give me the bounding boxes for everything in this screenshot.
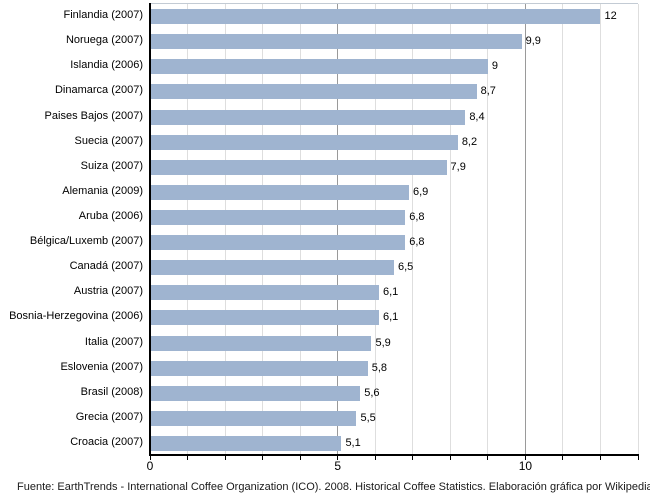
bar	[150, 260, 394, 276]
bar-value-label: 9,9	[525, 35, 541, 48]
x-axis-line	[149, 454, 639, 456]
bar	[150, 360, 368, 376]
bar	[150, 435, 342, 451]
category-label: Suecia (2007)	[74, 134, 144, 147]
bar	[150, 235, 406, 251]
bar-value-label: 8,4	[469, 110, 485, 123]
bar-value-label: 5,6	[364, 386, 380, 399]
minor-gridline	[599, 4, 601, 455]
x-axis-tick-label: 0	[146, 459, 154, 473]
bar-value-label: 6,8	[409, 236, 425, 249]
category-label: Aruba (2006)	[78, 209, 143, 222]
x-axis-tick	[262, 456, 264, 460]
minor-gridline	[412, 4, 414, 455]
x-axis-tick	[637, 456, 639, 460]
minor-gridline	[487, 4, 489, 455]
category-label: Bosnia-Herzegovina (2006)	[9, 310, 143, 323]
bar	[150, 310, 379, 326]
source-caption: Fuente: EarthTrends - International Coff…	[17, 481, 650, 493]
category-label: Austria (2007)	[73, 285, 143, 298]
category-label: Dinamarca (2007)	[54, 84, 143, 97]
x-axis-tick	[224, 456, 226, 460]
major-gridline	[524, 4, 526, 455]
category-label: Bélgica/Luxemb (2007)	[29, 235, 143, 248]
category-label: Paises Bajos (2007)	[44, 109, 143, 122]
major-gridline	[337, 4, 339, 455]
category-label: Italia (2007)	[84, 335, 143, 348]
x-axis-tick	[187, 456, 189, 460]
category-label: Croacia (2007)	[70, 435, 143, 448]
x-axis-tick	[562, 456, 564, 460]
minor-gridline	[299, 4, 301, 455]
bar-value-label: 5,5	[360, 411, 376, 424]
bar	[150, 109, 466, 125]
bar	[150, 335, 372, 351]
bar-value-label: 6,9	[413, 185, 429, 198]
minor-gridline	[449, 4, 451, 455]
minor-gridline	[637, 4, 639, 455]
x-axis-tick-label: 10	[518, 459, 533, 473]
category-label: Islandia (2006)	[70, 59, 143, 72]
bar-value-label: 8,7	[480, 85, 496, 98]
x-axis-tick	[299, 456, 301, 460]
plot-area: 12 9,9 9 8,7 8,4 8,2 7,9 6,9 6,8 6,8 6,5 6,1 6,1 5,9 5…	[150, 3, 639, 455]
bar-value-label: 6,8	[409, 210, 425, 223]
bar-value-label: 9	[491, 60, 498, 73]
bar-value-label: 8,2	[461, 135, 478, 148]
minor-gridline	[562, 4, 564, 455]
x-axis-tick	[487, 456, 489, 460]
x-axis-tick-label: 5	[334, 459, 342, 473]
x-axis-tick	[374, 456, 376, 460]
bar	[150, 59, 488, 75]
bar-value-label: 12	[604, 10, 617, 23]
bar	[150, 34, 522, 50]
bar-value-label: 6,1	[382, 286, 399, 299]
x-axis-tick	[149, 456, 151, 460]
bar	[150, 285, 379, 301]
bar-value-label: 5,9	[375, 336, 391, 349]
x-axis-tick	[524, 456, 526, 460]
category-label: Canadá (2007)	[69, 260, 143, 273]
bar-value-label: 6,1	[382, 311, 399, 324]
bar	[150, 410, 357, 426]
category-label: Suiza (2007)	[80, 159, 143, 172]
x-axis-tick	[412, 456, 414, 460]
x-axis-tick	[449, 456, 451, 460]
category-label: Alemania (2009)	[62, 184, 143, 197]
minor-gridline	[187, 4, 189, 455]
x-axis-tick	[337, 456, 339, 460]
bar	[150, 385, 361, 401]
bar	[150, 9, 601, 25]
bar	[150, 209, 406, 225]
category-label: Grecia (2007)	[75, 410, 143, 423]
y-axis-line	[149, 3, 151, 455]
x-axis-tick	[599, 456, 601, 460]
bar	[150, 159, 447, 175]
category-label: Noruega (2007)	[65, 34, 143, 47]
bar-value-label: 5,1	[345, 436, 361, 449]
minor-gridline	[262, 4, 264, 455]
bar	[150, 84, 477, 100]
bar	[150, 184, 409, 200]
category-label: Eslovenia (2007)	[60, 360, 143, 373]
bar-value-label: 5,8	[371, 361, 388, 374]
bar	[150, 134, 458, 150]
category-label: Finlandia (2007)	[63, 9, 144, 22]
minor-gridline	[374, 4, 376, 455]
bar-value-label: 7,9	[450, 160, 466, 173]
bar-value-label: 6,5	[398, 261, 414, 274]
category-label: Brasil (2008)	[80, 385, 143, 398]
minor-gridline	[224, 4, 226, 455]
